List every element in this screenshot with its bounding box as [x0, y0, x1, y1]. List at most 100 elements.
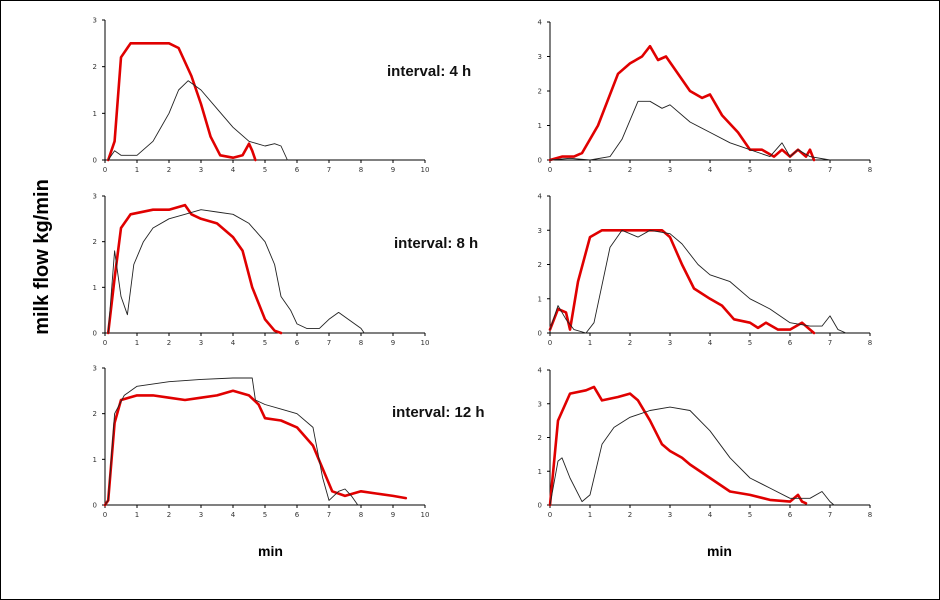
panel-4h-left: 0 1 2 3 4 5 6 7 8 9 10 0 1 2 3 — [93, 17, 430, 175]
y-tick-label: 2 — [538, 261, 542, 269]
x-tick-label: 10 — [421, 166, 430, 174]
y-tick-label: 3 — [93, 17, 97, 25]
x-tick-label: 1 — [135, 339, 139, 347]
y-tick-label: 3 — [538, 53, 542, 61]
x-tick-label: 0 — [548, 511, 552, 519]
x-tick-label: 8 — [868, 339, 872, 347]
x-tick-label: 1 — [135, 166, 139, 174]
red-series-line — [103, 389, 408, 507]
y-tick-label: 3 — [538, 227, 542, 235]
y-tick-label: 4 — [538, 19, 543, 27]
red-series-line — [106, 41, 257, 162]
y-tick-label: 2 — [93, 410, 97, 418]
x-tick-label: 3 — [668, 511, 672, 519]
x-tick-label: 1 — [588, 339, 592, 347]
black-series-line — [104, 377, 359, 506]
x-tick-label: 10 — [421, 339, 430, 347]
y-tick-label: 0 — [93, 330, 97, 338]
x-tick-label: 9 — [391, 511, 395, 519]
x-tick-label: 0 — [548, 339, 552, 347]
x-tick-label: 9 — [391, 166, 395, 174]
x-tick-label: 1 — [588, 166, 592, 174]
x-tick-label: 7 — [327, 511, 331, 519]
x-tick-label: 2 — [167, 166, 171, 174]
black-series-line — [549, 406, 835, 506]
black-series-line — [549, 229, 847, 334]
red-series-line — [106, 203, 283, 335]
x-tick-label: 3 — [668, 166, 672, 174]
x-tick-label: 7 — [327, 339, 331, 347]
x-tick-label: 7 — [327, 166, 331, 174]
x-tick-label: 7 — [828, 339, 832, 347]
y-tick-label: 1 — [93, 284, 97, 292]
y-tick-label: 3 — [93, 193, 97, 201]
x-axis-label-left: min — [258, 543, 283, 559]
y-tick-label: 2 — [93, 238, 97, 246]
x-tick-label: 0 — [103, 511, 107, 519]
y-tick-label: 2 — [538, 88, 542, 96]
y-tick-label: 3 — [93, 365, 97, 373]
red-series-line — [548, 44, 816, 162]
panel-12h-right: 0 1 2 3 4 5 6 7 8 0 1 2 3 4 — [538, 367, 873, 520]
panel-4h-right: 0 1 2 3 4 5 6 7 8 0 1 2 3 4 — [538, 19, 873, 175]
x-tick-label: 8 — [868, 511, 872, 519]
x-tick-label: 3 — [199, 339, 203, 347]
y-tick-label: 1 — [538, 122, 542, 130]
red-series-line — [548, 385, 808, 507]
x-tick-label: 6 — [295, 166, 300, 174]
y-tick-label: 4 — [538, 367, 543, 375]
x-tick-label: 8 — [868, 166, 872, 174]
x-tick-label: 6 — [295, 511, 300, 519]
x-tick-label: 1 — [588, 511, 592, 519]
y-tick-label: 1 — [93, 110, 97, 118]
x-tick-label: 5 — [263, 511, 267, 519]
x-tick-label: 5 — [748, 511, 752, 519]
x-tick-label: 5 — [748, 166, 752, 174]
x-tick-label: 4 — [708, 166, 713, 174]
x-tick-label: 3 — [199, 511, 203, 519]
x-tick-label: 6 — [295, 339, 300, 347]
y-tick-label: 3 — [538, 400, 542, 408]
y-tick-label: 1 — [538, 295, 542, 303]
x-tick-label: 0 — [103, 166, 107, 174]
x-tick-label: 0 — [548, 166, 552, 174]
panel-8h-left: 0 1 2 3 4 5 6 7 8 9 10 0 1 2 3 — [93, 193, 430, 348]
x-tick-label: 7 — [828, 511, 832, 519]
interval-label-4h: interval: 4 h — [387, 63, 471, 80]
x-tick-label: 8 — [359, 511, 363, 519]
x-tick-label: 2 — [167, 339, 171, 347]
x-tick-label: 6 — [788, 339, 793, 347]
x-tick-label: 10 — [421, 511, 430, 519]
x-tick-label: 1 — [135, 511, 139, 519]
x-tick-label: 2 — [628, 339, 632, 347]
y-tick-label: 0 — [538, 157, 542, 165]
x-tick-label: 4 — [708, 339, 713, 347]
y-axis-label: milk flow kg/min — [31, 179, 53, 335]
x-tick-label: 7 — [828, 166, 832, 174]
x-tick-label: 2 — [628, 166, 632, 174]
x-tick-label: 4 — [231, 339, 236, 347]
y-tick-label: 2 — [538, 434, 542, 442]
interval-label-8h: interval: 8 h — [394, 235, 478, 252]
panel-12h-left: 0 1 2 3 4 5 6 7 8 9 10 0 1 2 3 — [93, 365, 430, 520]
black-series-line — [549, 100, 831, 161]
y-tick-label: 0 — [93, 157, 97, 165]
x-tick-label: 8 — [359, 339, 363, 347]
x-tick-label: 5 — [263, 166, 267, 174]
x-tick-label: 5 — [263, 339, 267, 347]
y-tick-label: 2 — [93, 63, 97, 71]
y-tick-label: 0 — [93, 502, 97, 510]
black-series-line — [107, 209, 365, 334]
x-tick-label: 8 — [359, 166, 363, 174]
x-axis-label-right: min — [707, 543, 732, 559]
x-tick-label: 4 — [231, 511, 236, 519]
x-tick-label: 3 — [199, 166, 203, 174]
x-tick-label: 2 — [628, 511, 632, 519]
x-tick-label: 4 — [231, 166, 236, 174]
x-tick-label: 4 — [708, 511, 713, 519]
y-tick-label: 0 — [538, 502, 542, 510]
black-series-line — [107, 80, 288, 161]
x-tick-label: 0 — [103, 339, 107, 347]
